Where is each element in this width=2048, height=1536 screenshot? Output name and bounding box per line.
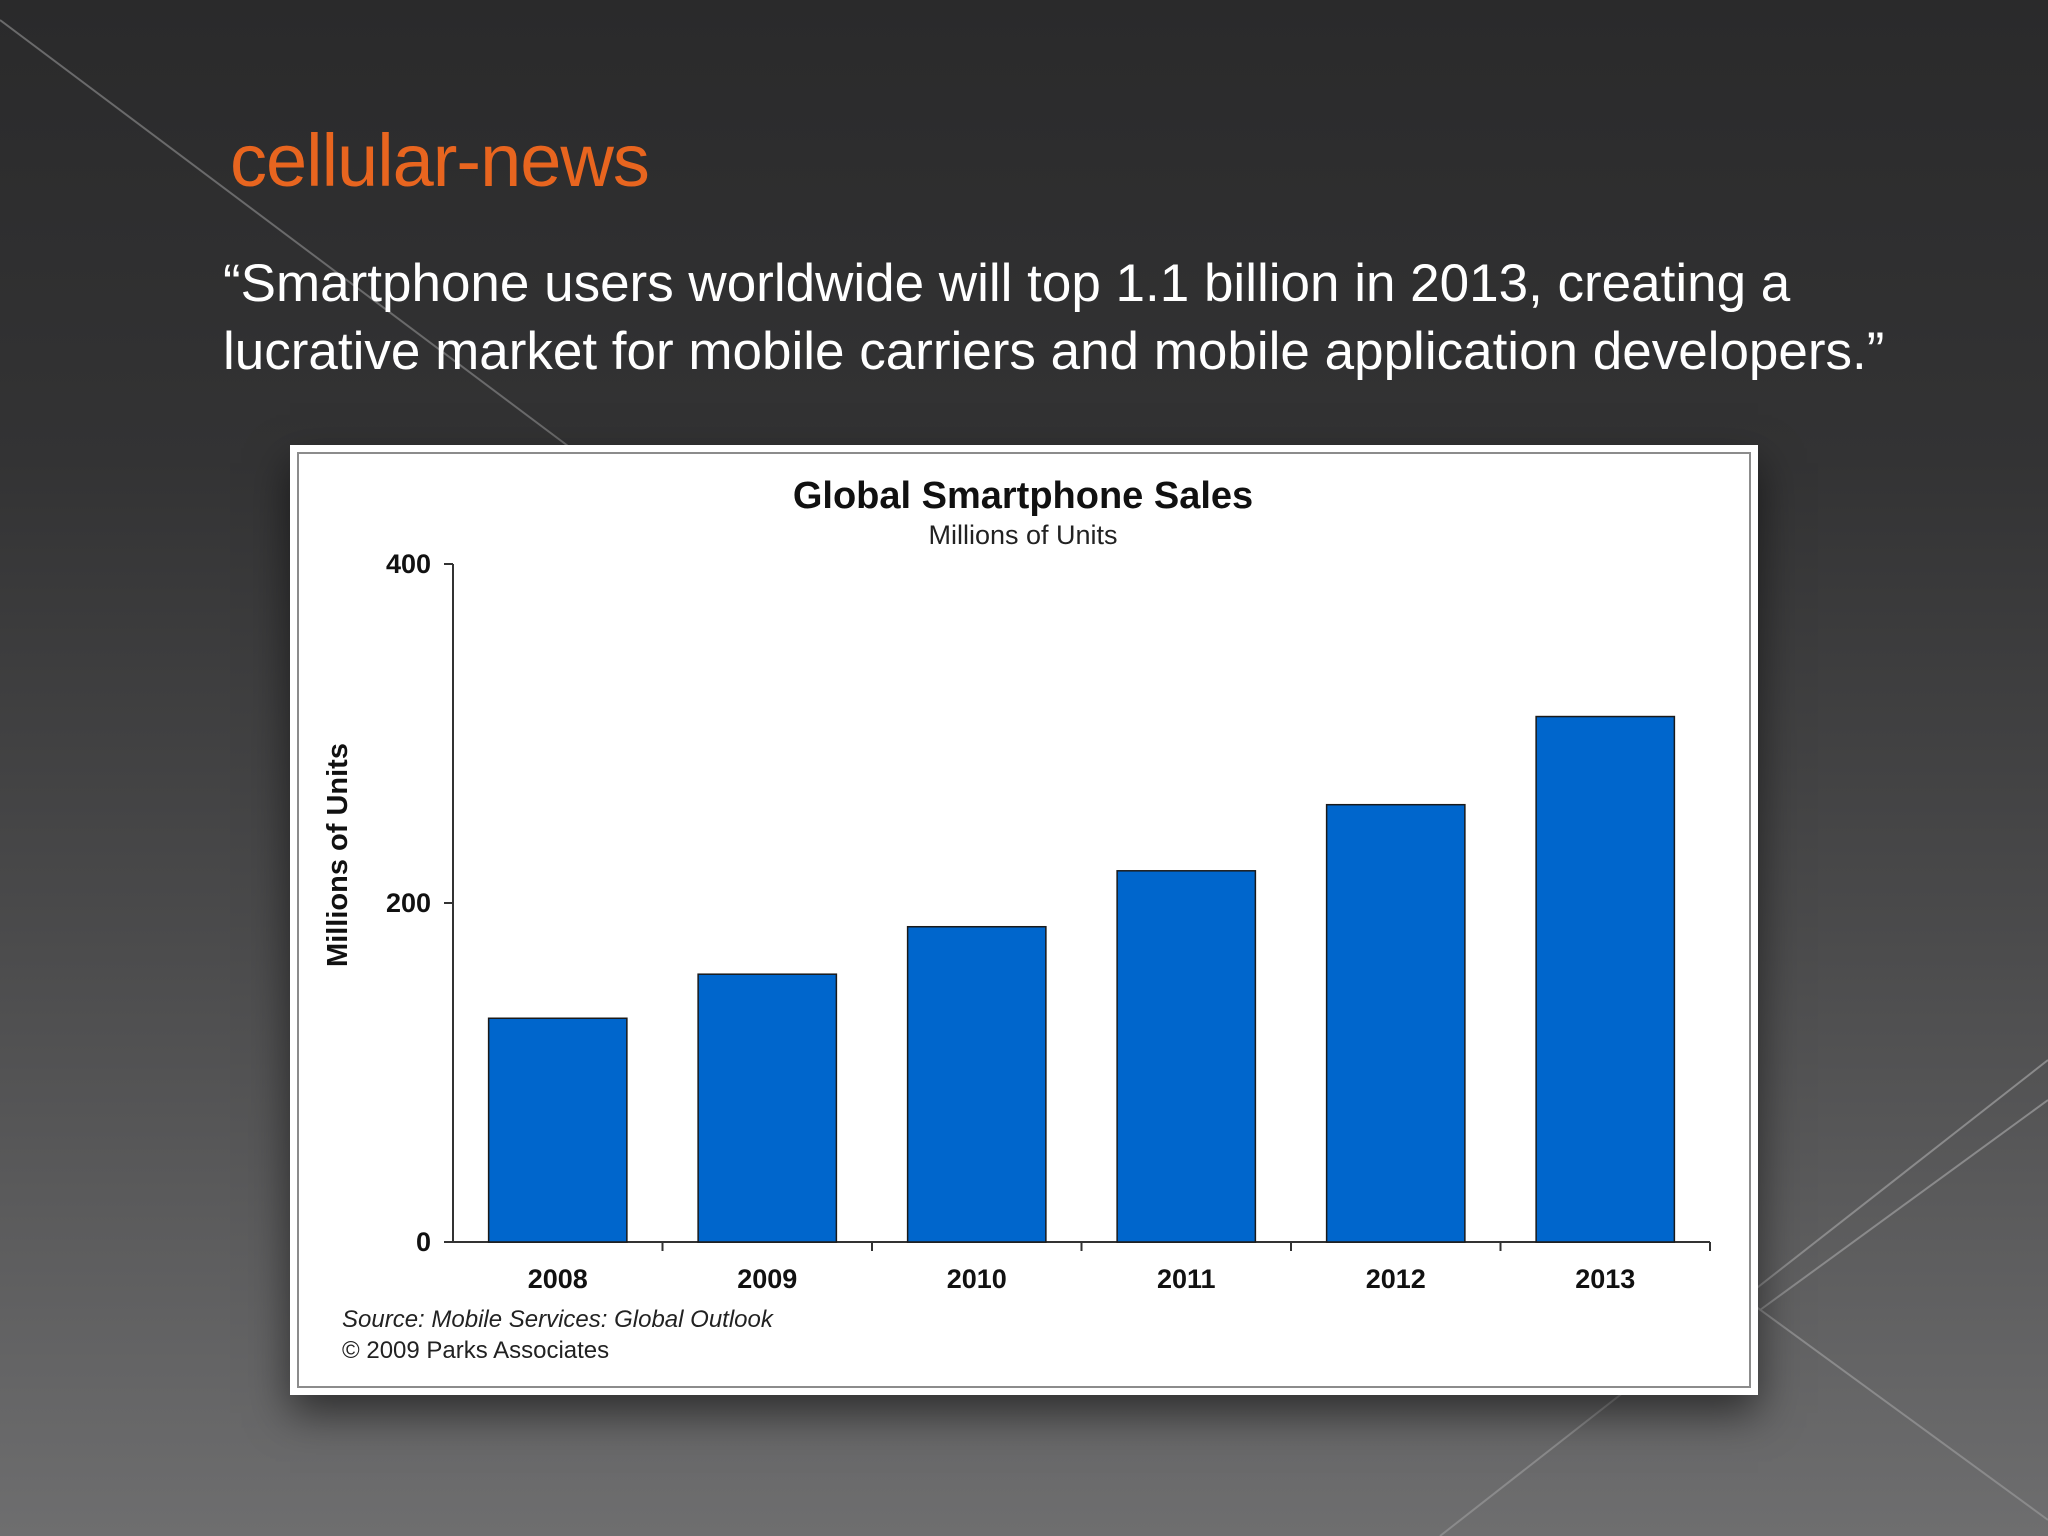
y-tick-label: 0	[416, 1227, 431, 1257]
y-tick-label: 400	[386, 549, 431, 579]
chart-marks: 0 200 400 2008 2009 2010 2011 2012 2013	[386, 549, 1711, 1294]
chart-frame: Global Smartphone Sales Millions of Unit…	[290, 445, 1758, 1395]
y-axis-label: Millions of Units	[322, 743, 354, 967]
chart-source: Source: Mobile Services: Global Outlook	[342, 1306, 775, 1333]
bar-2008	[487, 1017, 628, 1243]
bar-2009	[697, 973, 838, 1243]
bar-chart: Global Smartphone Sales Millions of Unit…	[322, 475, 1711, 1364]
bar-2010	[906, 925, 1047, 1243]
chart-border	[297, 452, 1751, 1388]
x-tick-label: 2008	[528, 1264, 588, 1294]
slide-quote: “Smartphone users worldwide will top 1.1…	[223, 254, 1885, 381]
x-tick-label: 2009	[737, 1264, 797, 1294]
chart-title: Global Smartphone Sales	[793, 475, 1253, 517]
slide-title: cellular-news	[230, 119, 650, 202]
bar-2011	[1116, 870, 1257, 1243]
bar-2012	[1325, 803, 1466, 1243]
chart-copyright: © 2009 Parks Associates	[342, 1337, 609, 1364]
y-tick-label: 200	[386, 888, 431, 918]
x-tick-label: 2010	[947, 1264, 1007, 1294]
bar-2013	[1535, 715, 1676, 1243]
x-tick-label: 2012	[1366, 1264, 1426, 1294]
chart-subtitle: Millions of Units	[928, 520, 1117, 550]
x-tick-label: 2011	[1157, 1264, 1216, 1294]
x-tick-label: 2013	[1575, 1264, 1635, 1294]
